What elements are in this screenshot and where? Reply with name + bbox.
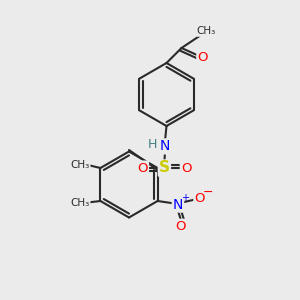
Text: CH₃: CH₃ (70, 197, 90, 208)
Text: O: O (138, 161, 148, 175)
Text: N: N (160, 140, 170, 153)
Text: O: O (194, 191, 205, 205)
Text: CH₃: CH₃ (197, 26, 216, 36)
Text: S: S (159, 160, 170, 175)
Text: −: − (203, 186, 213, 199)
Text: O: O (181, 161, 191, 175)
Text: N: N (173, 198, 183, 212)
Text: H: H (148, 137, 157, 151)
Text: O: O (176, 220, 186, 233)
Text: O: O (197, 51, 208, 64)
Text: CH₃: CH₃ (70, 160, 90, 170)
Text: +: + (181, 193, 189, 203)
